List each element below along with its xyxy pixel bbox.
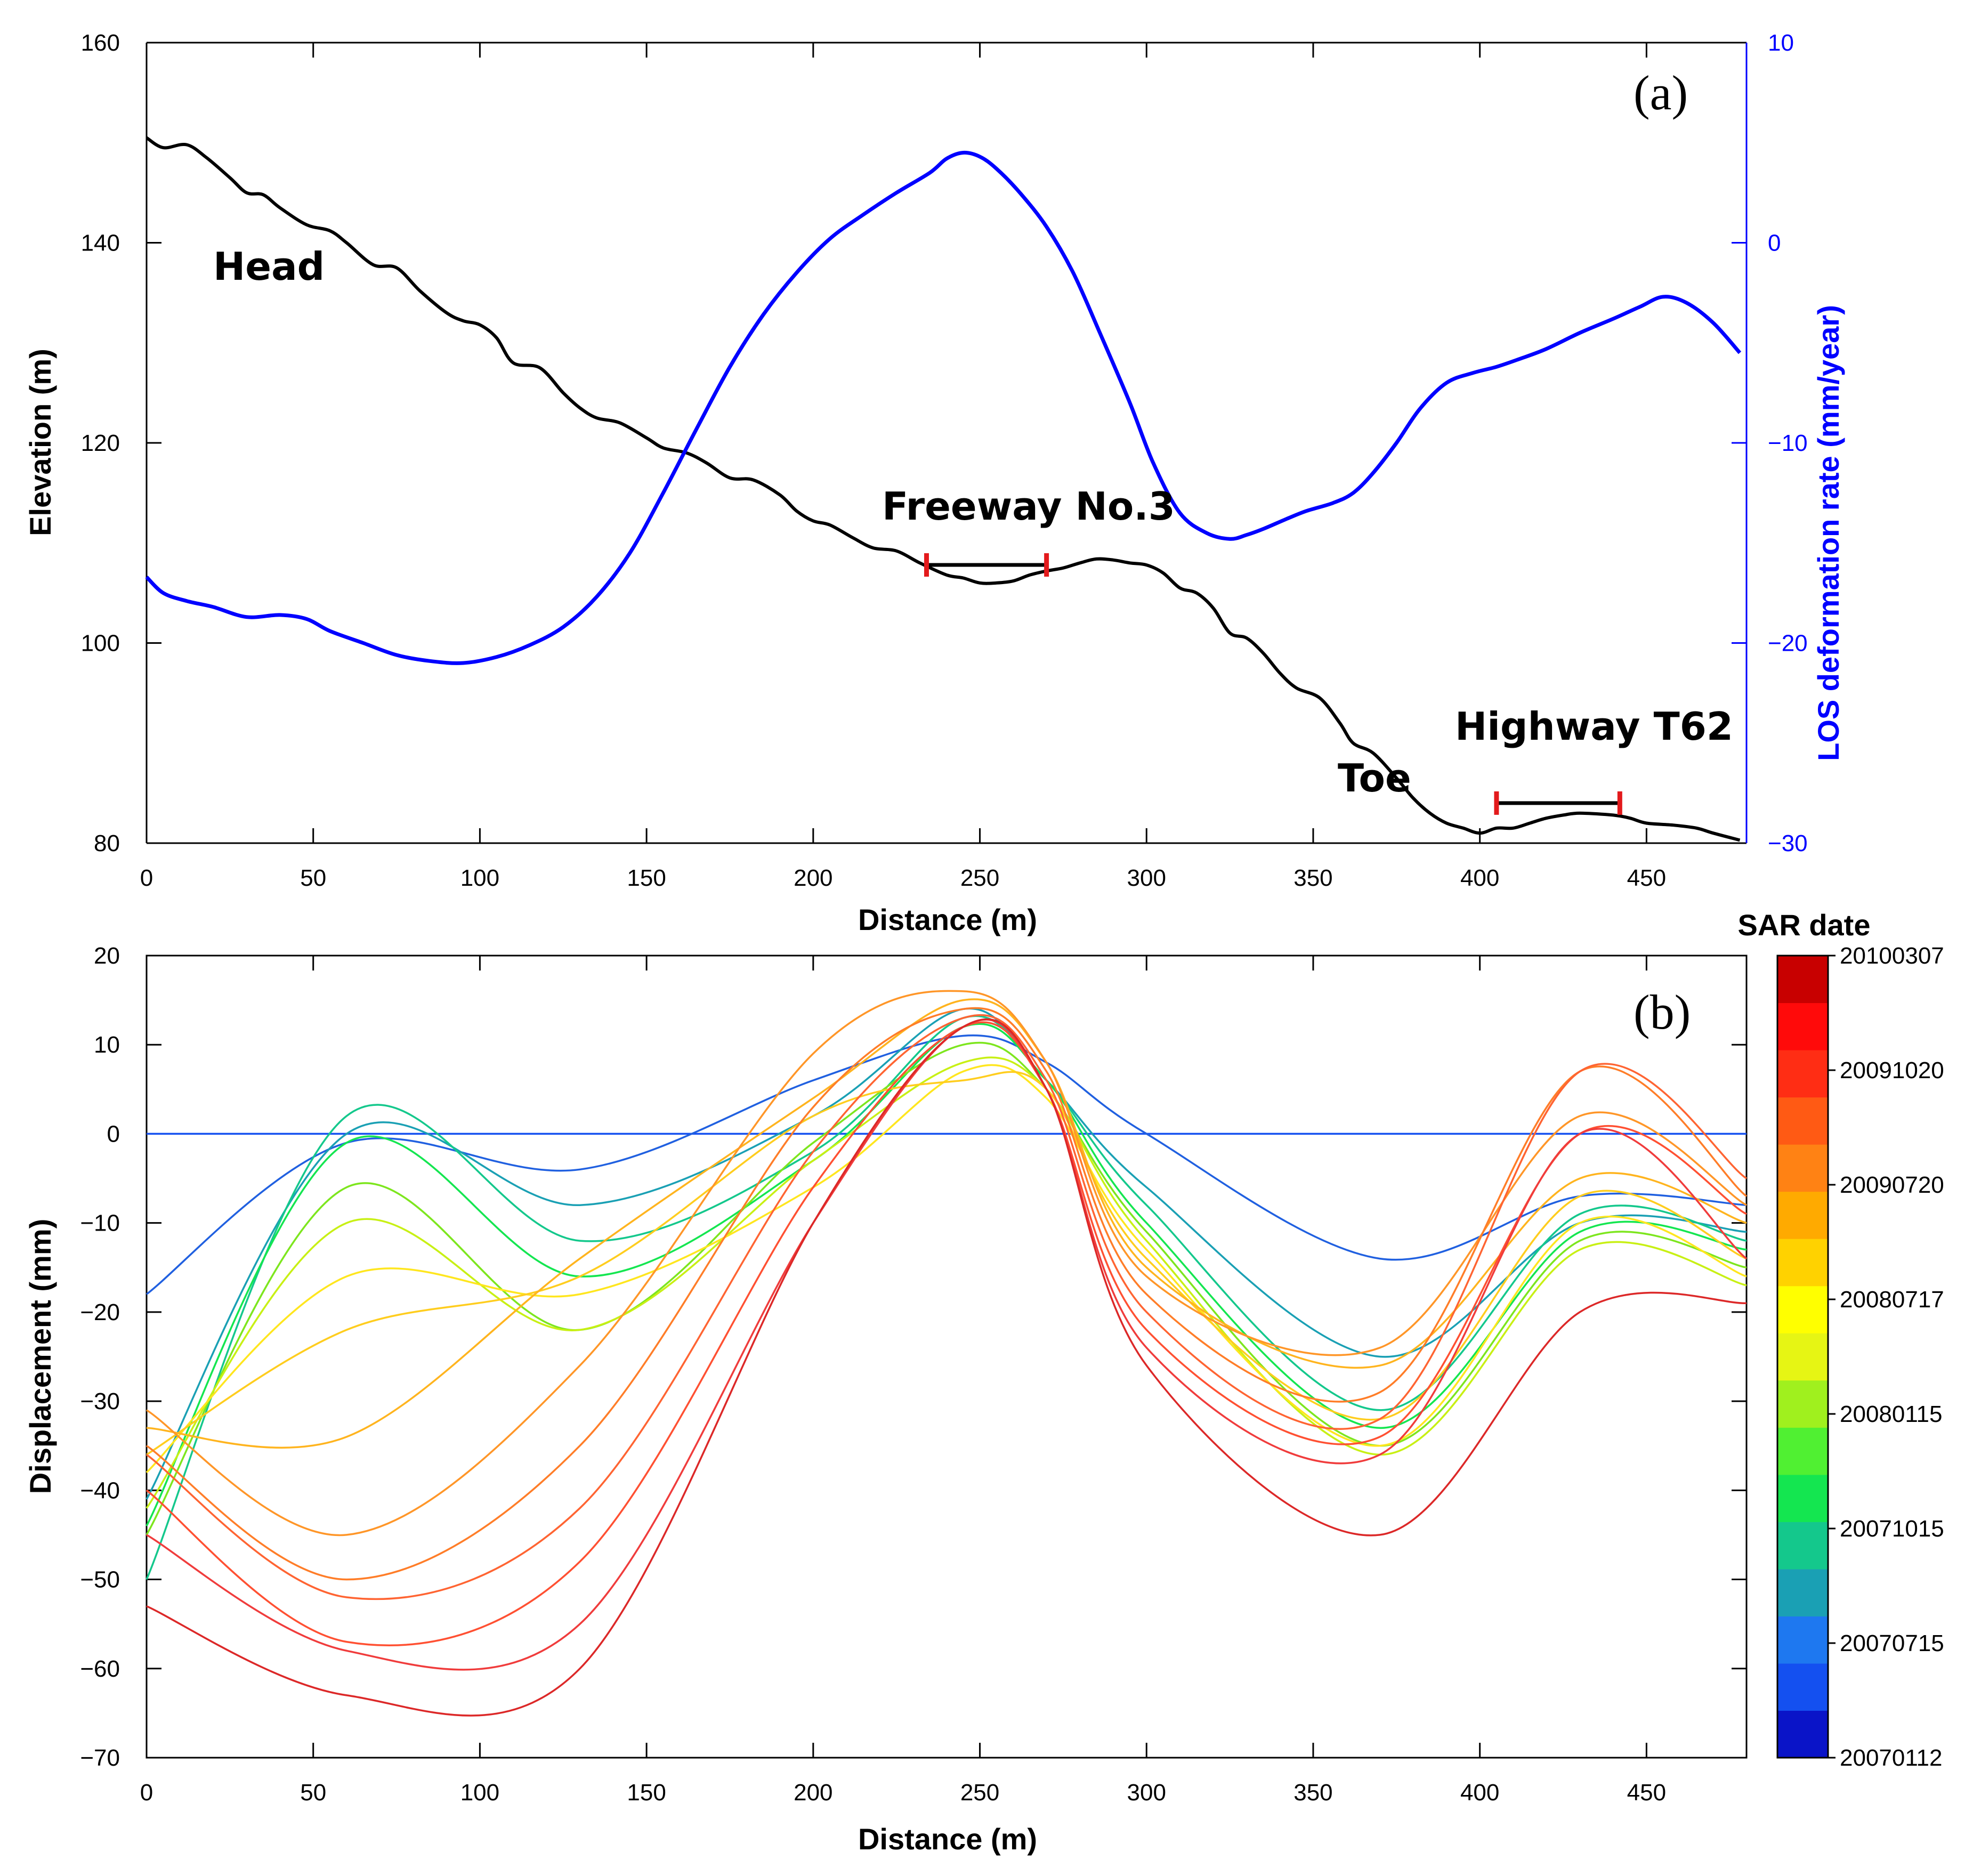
annotation-freeway: Freeway No.3	[882, 484, 1175, 529]
panel-a-right-y-tick-label: −30	[1768, 830, 1808, 856]
panel-b-y-tick-label: 10	[94, 1032, 120, 1058]
panel-a-y-axis-title: Elevation (m)	[23, 349, 57, 536]
panel-b-x-tick-label: 100	[460, 1780, 499, 1806]
displacement-series-10	[146, 990, 1747, 1537]
panel-b-x-tick-label: 350	[1293, 1780, 1332, 1806]
displacement-series-5	[145, 1041, 1747, 1535]
colorbar-swatch	[1777, 1097, 1828, 1145]
annotation-highway: Highway T62	[1455, 704, 1733, 749]
panel-b-y-tick-label: −10	[80, 1210, 120, 1236]
panel-b-x-tick-label: 400	[1460, 1780, 1499, 1806]
colorbar-swatch	[1777, 1285, 1828, 1333]
panel-b-x-tick-label: 150	[627, 1780, 666, 1806]
panel-a-x-tick-label: 50	[300, 865, 326, 891]
panel-a-x-tick-label: 300	[1127, 865, 1166, 891]
panel-b-x-tick-label: 250	[960, 1780, 999, 1806]
colorbar-label: 20071015	[1840, 1516, 1944, 1542]
colorbar-label: 20080717	[1840, 1287, 1944, 1313]
panel-b-frame	[145, 955, 1748, 1759]
displacement-series-9	[146, 998, 1747, 1449]
displacement-series-14	[146, 1018, 1748, 1671]
colorbar-frame	[1776, 955, 1829, 1759]
annotation-head: Head	[213, 244, 325, 289]
colorbar-label: 20080115	[1840, 1401, 1943, 1427]
displacement-series-12	[145, 1014, 1747, 1600]
panel-b-y-tick-label: −40	[80, 1477, 120, 1503]
panel-a-label: (a)	[1634, 66, 1688, 120]
panel-b-y-tick-label: −70	[80, 1745, 120, 1771]
colorbar-swatch	[1777, 1239, 1828, 1287]
colorbar-label: 20090720	[1840, 1172, 1944, 1198]
panel-b-x-tick-label: 200	[794, 1780, 832, 1806]
panel-a-x-tick-label: 350	[1293, 865, 1332, 891]
panel-a-y-tick-label: 140	[81, 230, 120, 256]
panel-b-displacement: 0 50 100 150 200 250 300 350 400 450−70−60−50−40−…	[23, 943, 1748, 1856]
panel-b-x-tick-label: 450	[1627, 1780, 1666, 1806]
panel-a-y-tick-label: 160	[81, 30, 120, 56]
colorbar-swatch	[1777, 1522, 1828, 1570]
panel-a-y-tick-label: 80	[94, 830, 120, 856]
panel-b-y-axis-title: Displacement (mm)	[23, 1219, 57, 1494]
panel-a-elevation-los: 0 50 100 150 200 250 300 350 400 4508010012014016…	[23, 30, 1845, 936]
panel-b-y-tick-label: −20	[80, 1299, 120, 1325]
colorbar-swatch	[1777, 1663, 1828, 1711]
panel-b-y-tick-label: 20	[94, 943, 120, 969]
colorbar-swatch	[1777, 1616, 1828, 1664]
panel-a-x-tick-label: 150	[627, 865, 666, 891]
displacement-series-1	[145, 1034, 1747, 1295]
displacement-series-11	[146, 1007, 1748, 1581]
panel-a-y-tick-label: 120	[81, 430, 120, 456]
panel-a-right-y-tick-label: 0	[1768, 230, 1781, 256]
displacement-series-15	[146, 1018, 1747, 1717]
panel-b-x-tick-label: 0	[140, 1780, 153, 1806]
displacement-series-7	[145, 1064, 1747, 1474]
panel-a-x-tick-label: 450	[1627, 865, 1666, 891]
colorbar-swatch	[1777, 956, 1828, 1004]
los-rate-line	[145, 150, 1742, 665]
displacement-series-3	[145, 1015, 1747, 1580]
panel-b-x-tick-label: 300	[1127, 1780, 1166, 1806]
panel-a-x-tick-label: 100	[460, 865, 499, 891]
colorbar-swatch	[1777, 1568, 1828, 1616]
sar-date-colorbar: 20100307 20091020 20090720 20080717 20080115…	[1738, 908, 1944, 1771]
colorbar-swatch	[1777, 1050, 1828, 1098]
displacement-series-13	[145, 1021, 1747, 1646]
panel-a-right-y-tick-label: −10	[1768, 430, 1808, 456]
colorbar-swatch	[1777, 1380, 1828, 1428]
panel-a-x-axis-title: Distance (m)	[858, 903, 1037, 936]
colorbar-label: 20070715	[1840, 1630, 1944, 1656]
annotation-toe: Toe	[1338, 756, 1411, 800]
displacement-series-4	[145, 1023, 1747, 1527]
panel-a-x-tick-label: 400	[1460, 865, 1499, 891]
panel-b-y-tick-label: −60	[80, 1656, 120, 1682]
colorbar-swatch	[1777, 1333, 1828, 1381]
colorbar-label: 20091020	[1840, 1057, 1944, 1083]
panel-a-x-tick-label: 0	[140, 865, 153, 891]
elevation-profile-line	[145, 136, 1741, 842]
panel-b-x-axis-title: Distance (m)	[858, 1822, 1037, 1856]
panel-a-x-tick-label: 200	[794, 865, 832, 891]
colorbar-swatch	[1777, 1427, 1828, 1475]
displacement-series-8	[146, 1071, 1747, 1455]
panel-b-label: (b)	[1634, 985, 1691, 1039]
panel-b-y-tick-label: −30	[80, 1388, 120, 1414]
colorbar-swatch	[1777, 1144, 1828, 1192]
colorbar-swatch	[1777, 1710, 1828, 1758]
displacement-series-6	[145, 1056, 1747, 1509]
colorbar-label: 20070112	[1840, 1745, 1943, 1771]
colorbar-swatch	[1777, 1191, 1828, 1239]
panel-b-x-tick-label: 50	[300, 1780, 326, 1806]
panel-b-y-tick-label: −50	[80, 1567, 120, 1593]
panel-a-y-tick-label: 100	[81, 630, 120, 657]
panel-b-y-tick-label: 0	[107, 1121, 120, 1147]
panel-a-x-tick-label: 250	[960, 865, 999, 891]
colorbar-title: SAR date	[1738, 908, 1871, 942]
colorbar-label: 20100307	[1840, 943, 1944, 969]
panel-a-right-y-tick-label: 10	[1768, 30, 1794, 56]
colorbar-swatch	[1777, 1474, 1828, 1522]
colorbar-swatch	[1777, 1002, 1828, 1050]
panel-a-right-axis-title: LOS deformation rate (mm/year)	[1812, 305, 1845, 761]
panel-a-right-y-tick-label: −20	[1768, 630, 1808, 657]
